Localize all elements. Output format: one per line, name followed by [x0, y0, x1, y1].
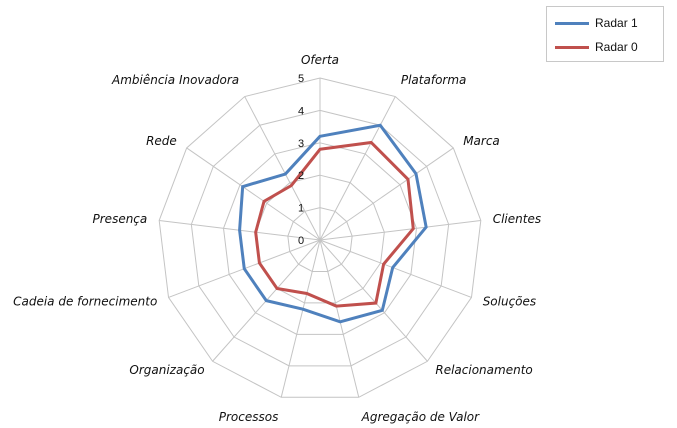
category-label-9: Cadeia de fornecimento — [13, 295, 157, 309]
spoke-2 — [319, 147, 454, 241]
category-label-11: Rede — [146, 134, 177, 148]
spoke-4 — [319, 239, 472, 298]
spoke-6 — [319, 239, 360, 398]
legend-item-radar-1: Radar 1 — [555, 15, 638, 31]
radar-grid — [158, 77, 482, 398]
series-line-radar-0 — [254, 140, 415, 308]
tick-label-0: 0 — [298, 235, 304, 247]
category-label-10: Presença — [93, 212, 148, 226]
chart-legend: Radar 1 Radar 0 — [546, 6, 664, 62]
category-label-6: Agregação de Valor — [361, 410, 481, 424]
tick-label-1: 1 — [298, 203, 304, 215]
category-label-0: Oferta — [301, 53, 339, 67]
spoke-5 — [319, 239, 428, 362]
category-label-1: Plataforma — [401, 73, 467, 87]
series-line-radar-1 — [238, 123, 428, 324]
radar-labels: 0 1 2 3 4 5 Oferta Plataforma Marca Clientes Soluç… — [13, 53, 541, 424]
category-label-3: Clientes — [493, 212, 541, 226]
category-label-2: Marca — [463, 134, 500, 148]
category-label-4: Soluções — [483, 295, 536, 309]
legend-swatch-radar-0 — [555, 45, 589, 49]
legend-label-radar-1: Radar 1 — [595, 16, 638, 30]
category-label-5: Relacionamento — [435, 363, 532, 377]
radar-series — [238, 123, 428, 324]
grid-ring-3 — [222, 142, 418, 335]
category-label-7: Processos — [219, 410, 279, 424]
tick-label-2: 2 — [298, 170, 304, 182]
tick-label-5: 5 — [298, 73, 304, 85]
spoke-12 — [244, 96, 321, 241]
spoke-3 — [319, 219, 481, 241]
category-label-8: Organização — [129, 363, 204, 377]
spoke-1 — [319, 96, 396, 241]
category-label-12: Ambiência Inovadora — [111, 73, 239, 87]
legend-item-radar-0: Radar 0 — [555, 39, 638, 55]
tick-label-4: 4 — [298, 105, 304, 117]
grid-ring-5 — [158, 77, 482, 398]
legend-swatch-radar-1 — [555, 21, 589, 25]
tick-label-3: 3 — [298, 138, 304, 150]
spoke-7 — [280, 239, 321, 398]
spoke-11 — [186, 147, 321, 241]
grid-ring-1 — [287, 207, 353, 272]
grid-ring-2 — [255, 174, 385, 304]
legend-label-radar-0: Radar 0 — [595, 40, 638, 54]
grid-ring-4 — [190, 109, 450, 367]
